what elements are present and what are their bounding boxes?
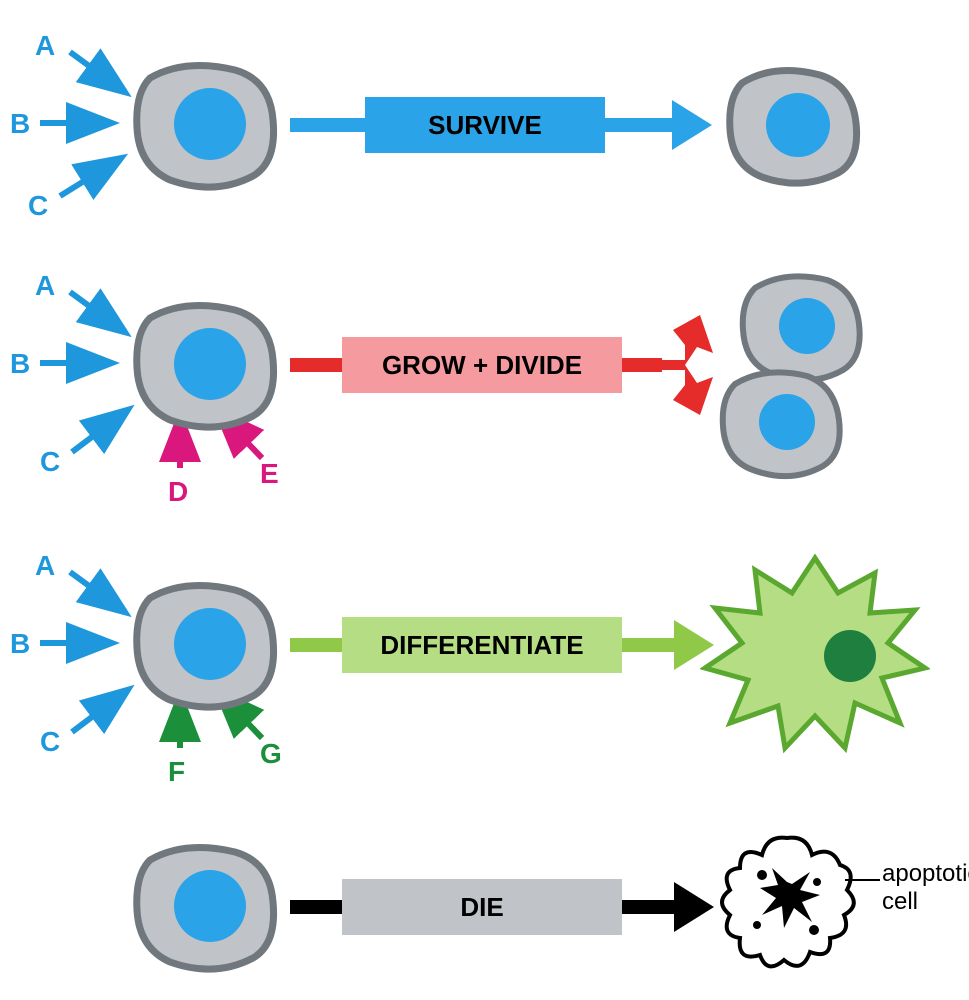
signal-label-b3: B: [10, 628, 30, 660]
signal-label-b2: B: [10, 348, 30, 380]
process-box-grow: GROW + DIVIDE: [342, 337, 622, 393]
signal-label-e: E: [260, 458, 279, 490]
output-cell: [720, 65, 870, 195]
arrow-shaft-2: [605, 118, 675, 132]
differentiated-cell: [700, 548, 930, 758]
row-grow-divide: A B C D E GROW + DIVIDE: [0, 260, 969, 520]
arrow-head-die: [674, 882, 714, 932]
input-cell-3: [125, 578, 285, 718]
arrow-shaft-d2: [622, 638, 677, 652]
arrow-shaft-die: [290, 900, 345, 914]
signal-label-c2: C: [40, 446, 60, 478]
output-cell-2b: [715, 368, 855, 488]
signal-label-c3: C: [40, 726, 60, 758]
arrow-shaft: [290, 118, 368, 132]
signal-label-g: G: [260, 738, 282, 770]
input-cell: [125, 58, 285, 198]
process-box-diff: DIFFERENTIATE: [342, 617, 622, 673]
input-cell-2: [125, 298, 285, 438]
arrow-shaft-g: [290, 358, 345, 372]
arrow-shaft-die2: [622, 900, 677, 914]
arrow-shaft-d: [290, 638, 345, 652]
row-survive: A B C SURVIVE: [0, 20, 969, 230]
process-box-survive: SURVIVE: [365, 97, 605, 153]
input-cell-4: [125, 840, 285, 980]
annotation-line: [845, 875, 885, 885]
process-box-die: DIE: [342, 879, 622, 935]
row-die: DIE apoptotic cell: [0, 830, 969, 1000]
signal-label-d: D: [168, 476, 188, 508]
annotation-apoptotic: apoptotic cell: [882, 860, 969, 916]
row-differentiate: A B C F G DIFFERENTIATE: [0, 540, 969, 800]
arrow-head: [672, 100, 712, 150]
signal-label-f: F: [168, 756, 185, 788]
apoptotic-cell: [712, 830, 862, 980]
